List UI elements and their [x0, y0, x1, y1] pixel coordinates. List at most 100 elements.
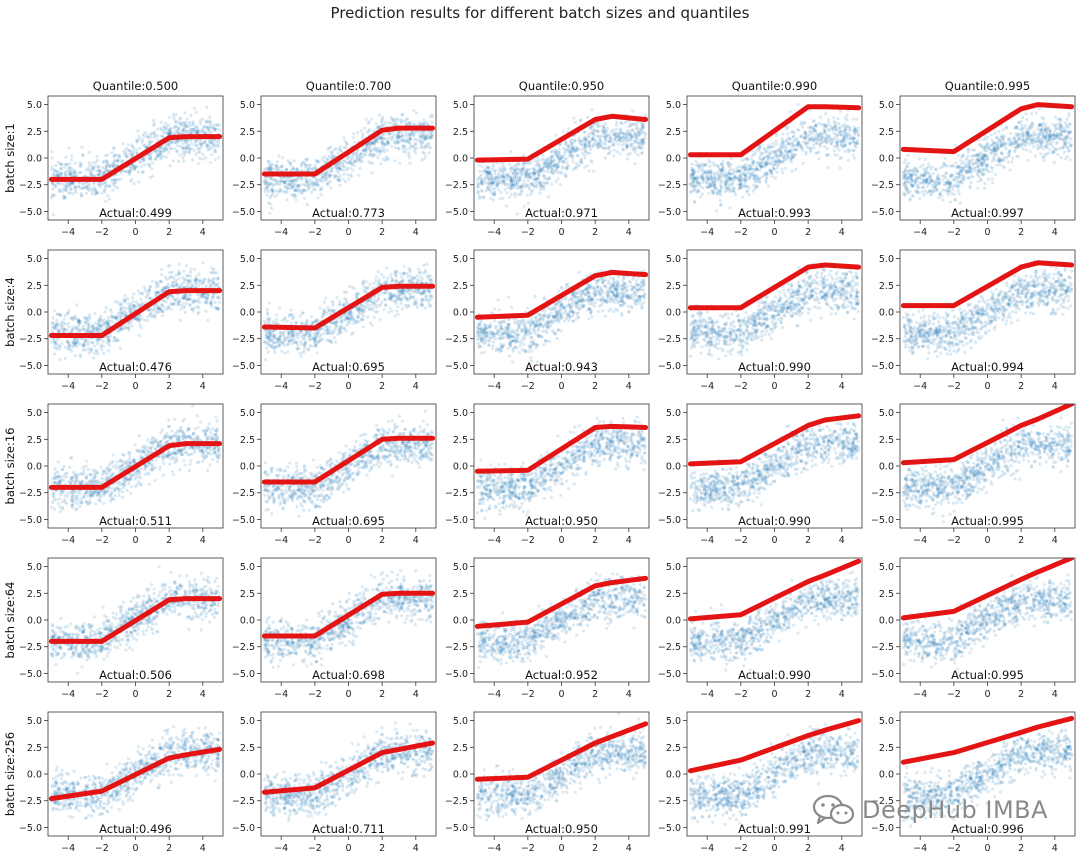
x-tick-label: −2 [521, 381, 535, 392]
y-tick-label: −2.5 [871, 334, 894, 345]
x-tick-label: 0 [558, 689, 564, 700]
y-tick-label: 0.0 [27, 154, 42, 165]
y-tick-label: 5.0 [240, 100, 255, 111]
y-tick-label: 2.5 [666, 127, 681, 138]
y-tick-label: 0.0 [453, 616, 468, 627]
actual-coverage-label: Actual:0.991 [738, 822, 811, 836]
watermark: DeepHub IMBA [812, 790, 1048, 830]
y-tick-label: −5.0 [445, 361, 468, 372]
actual-coverage-label: Actual:0.990 [738, 668, 811, 682]
y-tick-label: 0.0 [27, 770, 42, 781]
y-tick-label: 5.0 [666, 408, 681, 419]
y-tick-label: 5.0 [453, 100, 468, 111]
x-tick-label: 4 [413, 227, 419, 238]
actual-coverage-label: Actual:0.511 [99, 514, 172, 528]
x-tick-label: 2 [805, 381, 811, 392]
actual-coverage-label: Actual:0.971 [525, 206, 598, 220]
y-tick-label: 0.0 [240, 154, 255, 165]
y-tick-label: 5.0 [27, 254, 42, 265]
x-tick-label: 0 [345, 689, 351, 700]
actual-coverage-label: Actual:0.950 [525, 822, 598, 836]
y-tick-label: −5.0 [19, 361, 42, 372]
y-tick-label: 5.0 [666, 100, 681, 111]
x-tick-label: 4 [1052, 535, 1058, 546]
y-tick-label: 0.0 [27, 308, 42, 319]
x-tick-label: 2 [1018, 227, 1024, 238]
x-tick-label: 2 [379, 843, 385, 854]
x-tick-label: 0 [132, 381, 138, 392]
subplot-r3-c3: −4 −2 0 2 4 −5.0 −2.5 0.0 2.5 5.0 Actual:0.950 [445, 403, 650, 546]
scatter-points [689, 570, 860, 672]
y-tick-label: 5.0 [240, 408, 255, 419]
y-tick-label: −2.5 [871, 642, 894, 653]
prediction-line [48, 746, 223, 802]
y-tick-label: −5.0 [871, 207, 894, 218]
y-tick-label: −2.5 [658, 488, 681, 499]
x-tick-label: −2 [947, 535, 961, 546]
y-tick-label: 2.5 [453, 589, 468, 600]
actual-coverage-label: Actual:0.506 [99, 668, 172, 682]
y-tick-label: 5.0 [27, 100, 42, 111]
x-tick-label: −2 [521, 689, 535, 700]
x-tick-label: −4 [913, 381, 927, 392]
y-tick-label: 2.5 [27, 589, 42, 600]
wechat-icon [812, 794, 855, 825]
x-tick-label: 0 [771, 843, 777, 854]
y-tick-label: −2.5 [232, 180, 255, 191]
y-tick-label: 0.0 [666, 770, 681, 781]
subplot-r2-c2: −4 −2 0 2 4 −5.0 −2.5 0.0 2.5 5.0 Actual:0.695 [232, 249, 437, 392]
x-tick-label: 2 [379, 535, 385, 546]
x-tick-label: 4 [1052, 227, 1058, 238]
x-tick-label: 0 [558, 535, 564, 546]
prediction-line [261, 125, 436, 177]
y-tick-label: 0.0 [879, 154, 894, 165]
x-tick-label: −2 [308, 843, 322, 854]
x-tick-label: 0 [771, 381, 777, 392]
x-tick-label: 0 [771, 227, 777, 238]
subplot-r3-c5: −4 −2 0 2 4 −5.0 −2.5 0.0 2.5 5.0 Actual:0.995 [871, 403, 1076, 546]
y-tick-label: 2.5 [240, 435, 255, 446]
x-tick-label: 2 [166, 535, 172, 546]
y-tick-label: 0.0 [27, 616, 42, 627]
y-tick-label: −5.0 [658, 515, 681, 526]
subplot-r3-c2: −4 −2 0 2 4 −5.0 −2.5 0.0 2.5 5.0 Actual:0.695 [232, 403, 437, 546]
x-tick-label: −4 [61, 843, 75, 854]
x-tick-label: 2 [379, 227, 385, 238]
subplot-r5-c4: −4 −2 0 2 4 −5.0 −2.5 0.0 2.5 5.0 Actual:0.991 [658, 711, 863, 854]
x-tick-label: 0 [345, 381, 351, 392]
x-tick-label: 4 [1052, 381, 1058, 392]
y-tick-label: 0.0 [240, 770, 255, 781]
scatter-points [49, 724, 222, 821]
actual-coverage-label: Actual:0.993 [738, 206, 811, 220]
x-tick-label: −2 [521, 227, 535, 238]
x-tick-label: 2 [166, 381, 172, 392]
x-tick-label: −4 [913, 227, 927, 238]
y-tick-label: 2.5 [453, 127, 468, 138]
x-tick-label: −2 [947, 227, 961, 238]
y-tick-label: −5.0 [445, 823, 468, 834]
x-tick-label: −4 [274, 843, 288, 854]
y-tick-label: −5.0 [871, 823, 894, 834]
y-tick-label: −5.0 [871, 669, 894, 680]
subplot-r3-c1: −4 −2 0 2 4 −5.0 −2.5 0.0 2.5 5.0 Actual:0.511 batc… [3, 403, 224, 546]
x-tick-label: 2 [592, 381, 598, 392]
scatter-points [262, 569, 435, 670]
prediction-line [48, 441, 223, 490]
prediction-line [687, 262, 862, 311]
scatter-points [901, 724, 1074, 828]
actual-coverage-label: Actual:0.695 [312, 514, 385, 528]
subplot-r5-c3: −4 −2 0 2 4 −5.0 −2.5 0.0 2.5 5.0 Actual:0.950 [445, 711, 650, 854]
y-tick-label: 0.0 [879, 616, 894, 627]
x-tick-label: −2 [734, 381, 748, 392]
x-tick-label: −2 [95, 843, 109, 854]
x-tick-label: 4 [413, 535, 419, 546]
x-tick-label: 4 [839, 381, 845, 392]
x-tick-label: 4 [200, 227, 206, 238]
y-tick-label: −5.0 [232, 515, 255, 526]
y-tick-label: −2.5 [19, 488, 42, 499]
x-tick-label: −4 [274, 535, 288, 546]
y-tick-label: 2.5 [879, 589, 894, 600]
prediction-line [261, 740, 436, 795]
y-tick-label: 5.0 [879, 562, 894, 573]
y-tick-label: 5.0 [240, 716, 255, 727]
